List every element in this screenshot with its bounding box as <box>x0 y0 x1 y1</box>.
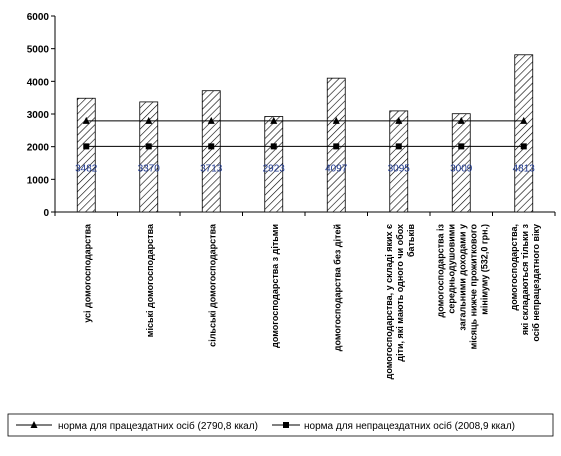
category-label: міські домогосподарства <box>145 223 155 337</box>
category-label-line: сільські домогосподарства <box>207 223 217 347</box>
legend-label: норма для працездатних осіб (2790,8 ккал… <box>58 420 258 432</box>
category-label-line: середньодушовими <box>446 224 456 314</box>
category-label-line: домогосподарства без дітей <box>332 224 342 351</box>
bar <box>76 97 96 213</box>
square-marker <box>395 143 402 150</box>
category-label: домогосподарства без дітей <box>332 224 342 351</box>
y-tick-label: 1000 <box>27 175 50 186</box>
square-marker <box>520 143 527 150</box>
category-label-line: діти, які мають одного чи обох <box>395 224 405 362</box>
category-label-line: загальними доходами у <box>457 224 467 331</box>
triangle-marker <box>520 116 528 124</box>
triangle-marker <box>145 116 153 124</box>
norm-lines <box>82 116 528 150</box>
category-label-line: батьків <box>406 224 416 258</box>
category-label: сільські домогосподарства <box>207 223 217 347</box>
y-tick-label: 5000 <box>27 45 50 56</box>
category-label-line: домогосподарства, у складі яких є <box>384 224 394 379</box>
data-label: 2923 <box>263 163 286 174</box>
bar <box>389 110 409 213</box>
category-label: домогосподарства з дітьми <box>270 224 280 348</box>
category-label-line: осіб непрацездатного віку <box>531 224 541 342</box>
data-label: 4097 <box>325 163 348 174</box>
y-tick-label: 0 <box>43 208 49 219</box>
category-label: домогосподарства, які складаються тільки … <box>509 223 541 341</box>
data-label: 3095 <box>388 163 411 174</box>
square-marker <box>270 143 277 150</box>
legend-label: норма для непрацездатних осіб (2008,9 кк… <box>304 420 515 432</box>
legend-triangle-marker <box>30 421 38 428</box>
triangle-marker <box>395 116 403 124</box>
legend-square-marker <box>283 422 289 428</box>
triangle-marker <box>457 116 465 124</box>
data-label: 3009 <box>450 163 473 174</box>
category-label-line: які складаються тільки з <box>520 223 530 335</box>
y-tick-label: 6000 <box>27 12 50 23</box>
category-label: усі домогосподарства <box>82 223 92 323</box>
data-label: 4813 <box>513 163 536 174</box>
category-label-line: місяць нижче прожиткового <box>468 224 478 350</box>
data-label: 3370 <box>138 163 161 174</box>
square-marker <box>458 143 465 150</box>
category-label-line: мінімуму (532,0 грн.) <box>479 224 489 315</box>
category-label-line: усі домогосподарства <box>82 223 92 323</box>
category-label-line: міські домогосподарства <box>145 223 155 337</box>
category-labels: усі домогосподарства міські домогосподарс… <box>82 223 541 379</box>
y-tick-label: 2000 <box>27 143 50 154</box>
triangle-marker <box>82 116 90 124</box>
category-label-line: домогосподарства, <box>509 224 519 311</box>
data-labels: 3482 3370 3713 2923 4097 3095 3009 4813 <box>75 163 535 174</box>
bar <box>514 54 534 213</box>
category-label: домогосподарства, у складі яких є діти, я… <box>384 224 416 380</box>
square-marker <box>145 143 152 150</box>
category-label-line: домогосподарства з дітьми <box>270 224 280 348</box>
bars <box>76 54 534 213</box>
category-label: домогосподарства із середньодушовими загал… <box>435 223 489 349</box>
triangle-marker <box>332 116 340 124</box>
bar <box>139 101 159 213</box>
axes: 0 1000 2000 3000 4000 5000 6000 <box>27 12 556 219</box>
square-marker <box>83 143 90 150</box>
triangle-marker <box>270 116 278 124</box>
y-tick-label: 3000 <box>27 110 50 121</box>
bar <box>264 116 284 213</box>
y-tick-label: 4000 <box>27 77 50 88</box>
data-label: 3482 <box>75 163 98 174</box>
bar <box>201 90 221 213</box>
data-label: 3713 <box>200 163 223 174</box>
square-marker <box>333 143 340 150</box>
legend: норма для працездатних осіб (2790,8 ккал… <box>7 413 554 437</box>
square-marker <box>208 143 215 150</box>
bar <box>451 113 471 213</box>
triangle-marker <box>207 116 215 124</box>
category-label-line: домогосподарства із <box>435 223 445 317</box>
